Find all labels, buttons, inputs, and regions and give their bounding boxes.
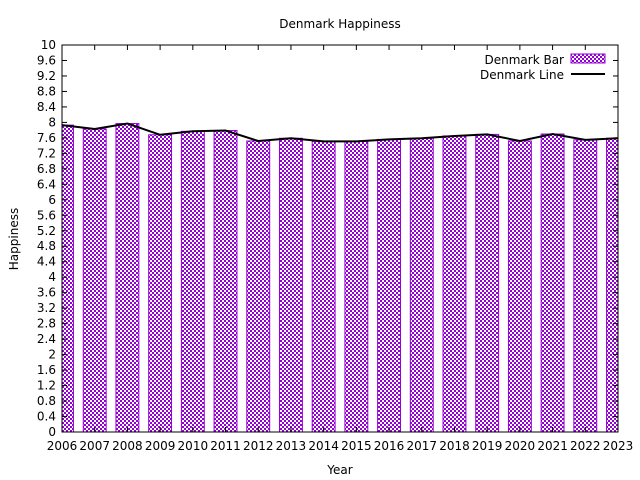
x-tick-label: 2010	[178, 439, 209, 453]
bar	[180, 130, 205, 433]
y-tick-label: 2.4	[37, 332, 56, 346]
y-tick-label: 6.4	[37, 177, 56, 191]
x-axis: 2006 2007 2008 2009 2010 2011 2012 2013 2014 2015…	[47, 45, 634, 453]
bar	[606, 137, 619, 433]
bar	[540, 133, 565, 433]
x-tick-label: 2012	[243, 439, 274, 453]
x-tick-label: 2007	[79, 439, 110, 453]
x-tick-label: 2008	[112, 439, 143, 453]
y-tick-label: 2	[48, 348, 56, 362]
x-tick-label: 2021	[537, 439, 568, 453]
y-tick-label: 4.8	[37, 239, 56, 253]
chart-title: Denmark Happiness	[279, 17, 400, 31]
y-axis: 00.40.81.21.622.42.83.23.644.44.85.25.66…	[37, 38, 618, 439]
x-tick-label: 2018	[439, 439, 470, 453]
bar	[475, 133, 500, 433]
line-series	[61, 122, 619, 143]
legend-swatch-bar	[570, 53, 606, 64]
y-tick-label: 8.4	[37, 100, 56, 114]
bar	[344, 140, 369, 433]
y-tick-label: 7.6	[37, 131, 56, 145]
bar	[507, 140, 532, 433]
y-tick-label: 1.6	[37, 363, 56, 377]
y-tick-label: 2.8	[37, 317, 56, 331]
x-tick-label: 2022	[570, 439, 601, 453]
bar	[213, 130, 238, 433]
y-tick-label: 0.4	[37, 410, 56, 424]
legend: Denmark Bar Denmark Line	[480, 53, 606, 82]
plot-frame	[61, 44, 619, 433]
line-path	[61, 122, 619, 143]
bar	[377, 138, 402, 433]
x-tick-label: 2014	[308, 439, 339, 453]
x-tick-label: 2017	[406, 439, 437, 453]
y-tick-label: 0	[48, 425, 56, 439]
x-tick-label: 2020	[505, 439, 536, 453]
bar	[246, 140, 271, 433]
x-tick-label: 2013	[276, 439, 307, 453]
y-tick-label: 8	[48, 115, 56, 129]
bar	[148, 134, 173, 433]
y-tick-label: 6.8	[37, 162, 56, 176]
y-tick-label: 3.6	[37, 286, 56, 300]
y-tick-label: 9.2	[37, 69, 56, 83]
legend-label-line: Denmark Line	[480, 68, 564, 82]
y-tick-label: 7.2	[37, 146, 56, 160]
y-tick-label: 1.2	[37, 379, 56, 393]
y-tick-label: 10	[41, 38, 56, 52]
legend-label-bar: Denmark Bar	[485, 53, 565, 67]
bar	[442, 135, 467, 433]
x-tick-label: 2015	[341, 439, 372, 453]
x-tick-label: 2009	[145, 439, 176, 453]
y-tick-label: 4	[48, 270, 56, 284]
x-axis-label: Year	[326, 463, 352, 477]
y-tick-label: 6	[48, 193, 56, 207]
x-tick-label: 2019	[472, 439, 503, 453]
bar	[311, 140, 336, 433]
y-tick-label: 4.4	[37, 255, 56, 269]
y-tick-label: 8.8	[37, 84, 56, 98]
y-tick-label: 0.8	[37, 394, 56, 408]
bar	[573, 139, 598, 433]
bar	[409, 137, 434, 433]
x-tick-label: 2023	[603, 439, 634, 453]
x-tick-label: 2006	[47, 439, 78, 453]
bar-series	[61, 123, 619, 433]
y-tick-label: 3.2	[37, 301, 56, 315]
y-tick-label: 5.2	[37, 224, 56, 238]
bar	[278, 137, 303, 433]
y-tick-label: 9.6	[37, 53, 56, 67]
bar	[115, 123, 140, 433]
x-tick-label: 2011	[210, 439, 241, 453]
y-axis-label: Happiness	[7, 208, 21, 270]
y-tick-label: 5.6	[37, 208, 56, 222]
x-tick-label: 2016	[374, 439, 405, 453]
bar	[82, 128, 107, 433]
